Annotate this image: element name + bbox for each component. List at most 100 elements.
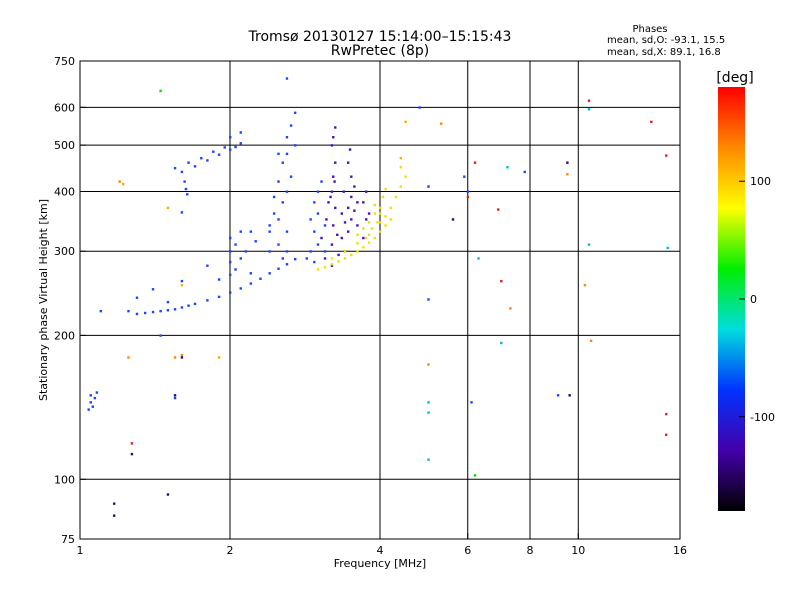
data-point bbox=[206, 299, 209, 302]
data-point bbox=[365, 190, 368, 193]
data-point bbox=[313, 201, 316, 204]
data-point bbox=[166, 309, 170, 312]
data-point bbox=[418, 106, 421, 109]
data-point bbox=[427, 298, 430, 301]
data-point bbox=[353, 209, 356, 212]
data-point bbox=[180, 211, 184, 214]
data-point bbox=[281, 257, 284, 260]
data-point bbox=[332, 224, 335, 227]
data-point bbox=[277, 218, 280, 221]
data-point bbox=[327, 201, 330, 204]
data-point bbox=[330, 243, 334, 246]
data-point bbox=[329, 195, 332, 199]
data-point bbox=[340, 236, 344, 240]
data-point bbox=[229, 236, 232, 240]
data-point bbox=[500, 341, 503, 345]
data-point bbox=[289, 124, 293, 127]
data-point bbox=[350, 195, 353, 199]
data-point bbox=[470, 401, 473, 404]
data-point bbox=[343, 221, 347, 224]
data-point bbox=[342, 190, 345, 193]
data-point bbox=[268, 250, 271, 253]
data-point bbox=[334, 206, 337, 210]
x-tick-label: 10 bbox=[571, 544, 585, 557]
data-point bbox=[379, 230, 382, 233]
colorbar-tick-label: -100 bbox=[750, 411, 775, 424]
data-point bbox=[277, 243, 280, 246]
data-point bbox=[285, 152, 289, 156]
y-tick-label: 100 bbox=[54, 473, 75, 486]
data-point bbox=[477, 257, 480, 260]
data-point bbox=[173, 394, 177, 397]
data-point bbox=[229, 291, 232, 294]
data-point bbox=[399, 157, 403, 160]
data-point bbox=[99, 309, 103, 313]
y-tick-label: 400 bbox=[54, 185, 75, 198]
data-point bbox=[332, 136, 335, 139]
data-point bbox=[473, 161, 477, 164]
data-point bbox=[254, 240, 257, 243]
data-point bbox=[89, 394, 92, 397]
data-point bbox=[166, 300, 170, 304]
x-tick-label: 6 bbox=[464, 544, 471, 557]
data-point bbox=[320, 236, 323, 240]
data-point bbox=[293, 257, 297, 261]
data-point bbox=[316, 268, 320, 271]
data-point bbox=[180, 279, 184, 283]
data-point bbox=[473, 474, 477, 477]
data-point bbox=[337, 253, 340, 257]
colorbar-ticks: 100 0 -100 bbox=[739, 175, 775, 424]
data-point bbox=[130, 442, 134, 445]
data-point bbox=[159, 89, 162, 93]
data-point bbox=[135, 296, 139, 299]
data-point bbox=[587, 243, 591, 246]
data-point bbox=[239, 287, 242, 290]
data-point bbox=[466, 190, 470, 193]
data-point bbox=[285, 77, 289, 80]
data-point bbox=[500, 279, 503, 283]
data-point bbox=[353, 185, 356, 188]
data-point bbox=[239, 257, 242, 260]
data-point bbox=[373, 203, 376, 207]
data-point bbox=[427, 185, 430, 188]
data-point bbox=[330, 264, 334, 267]
data-point bbox=[229, 273, 232, 277]
grid-lines bbox=[80, 61, 680, 539]
data-point bbox=[367, 221, 371, 224]
data-point bbox=[180, 353, 184, 357]
data-point bbox=[130, 452, 134, 456]
data-point bbox=[268, 272, 271, 275]
data-point bbox=[187, 161, 190, 164]
y-axis-ticks: 75 100 200 300 400 500 600 750 bbox=[54, 55, 86, 546]
data-point bbox=[399, 166, 403, 169]
data-point bbox=[293, 144, 297, 147]
data-point bbox=[285, 250, 289, 253]
data-point bbox=[272, 195, 276, 199]
data-point bbox=[239, 230, 242, 233]
data-point bbox=[112, 502, 116, 505]
data-point bbox=[362, 227, 365, 230]
data-point bbox=[399, 185, 403, 188]
data-point bbox=[568, 394, 571, 397]
data-point bbox=[365, 236, 368, 240]
data-point bbox=[356, 250, 359, 253]
data-point bbox=[305, 257, 309, 260]
data-point bbox=[309, 218, 312, 221]
data-point bbox=[151, 310, 155, 314]
data-point bbox=[268, 230, 271, 233]
data-point bbox=[323, 266, 327, 269]
data-point bbox=[229, 136, 232, 139]
data-point bbox=[268, 224, 271, 227]
data-point bbox=[427, 401, 430, 404]
data-point bbox=[180, 306, 184, 309]
data-point bbox=[244, 250, 248, 253]
data-point bbox=[404, 120, 407, 124]
data-point bbox=[223, 146, 226, 149]
data-point bbox=[451, 218, 455, 221]
data-point bbox=[334, 126, 337, 129]
data-point bbox=[316, 243, 320, 246]
data-point bbox=[330, 263, 334, 266]
data-point bbox=[285, 230, 289, 233]
data-point bbox=[122, 182, 125, 186]
data-point bbox=[334, 161, 337, 164]
